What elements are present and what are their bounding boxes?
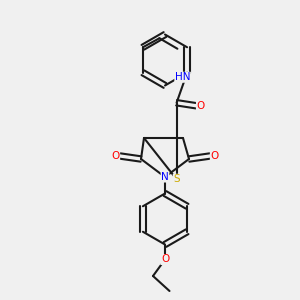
Text: S: S xyxy=(173,174,180,184)
Text: O: O xyxy=(161,254,169,265)
Text: O: O xyxy=(210,151,219,161)
Text: O: O xyxy=(196,101,205,111)
Text: HN: HN xyxy=(175,72,190,82)
Text: N: N xyxy=(161,172,169,182)
Text: O: O xyxy=(111,151,120,161)
